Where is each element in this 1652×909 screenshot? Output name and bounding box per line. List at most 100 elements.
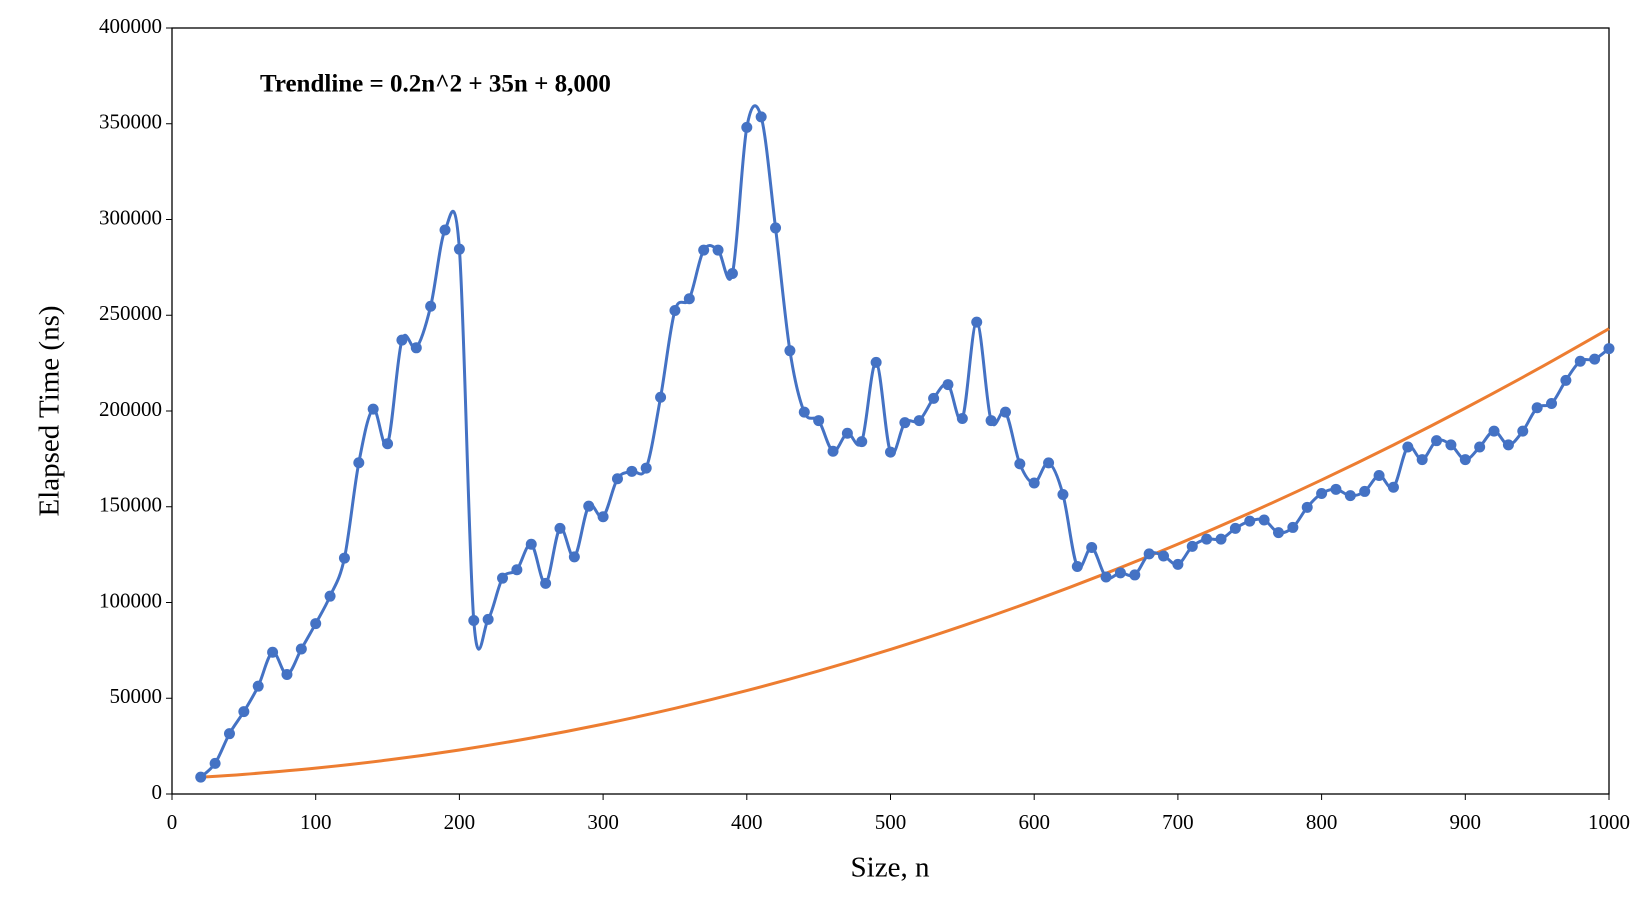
x-tick-label: 700 — [1162, 810, 1194, 834]
data-point — [827, 445, 839, 457]
y-axis-title: Elapsed Time (ns) — [34, 305, 66, 516]
data-point — [1445, 439, 1457, 451]
x-tick-label: 1000 — [1588, 810, 1630, 834]
y-tick-label: 100000 — [99, 588, 162, 612]
data-point — [784, 345, 796, 357]
data-point — [928, 392, 940, 404]
data-point — [1574, 355, 1586, 367]
data-point — [540, 577, 552, 589]
data-point — [1603, 343, 1615, 355]
data-point — [209, 757, 221, 769]
data-point — [1531, 402, 1543, 414]
x-axis-title: Size, n — [851, 852, 930, 884]
data-point — [741, 121, 753, 133]
data-point — [655, 391, 667, 403]
data-point — [999, 406, 1011, 418]
data-point — [295, 643, 307, 655]
data-point — [497, 572, 509, 584]
data-point — [511, 564, 523, 576]
data-point — [755, 111, 767, 123]
data-point — [813, 415, 825, 427]
data-point — [1416, 454, 1428, 466]
plot-frame — [171, 27, 1610, 795]
data-point — [1071, 560, 1083, 572]
data-point — [956, 412, 968, 424]
data-point — [899, 417, 911, 429]
data-point — [597, 511, 609, 523]
y-tick-label: 400000 — [99, 14, 162, 38]
data-point — [669, 304, 681, 316]
data-point — [1028, 477, 1040, 489]
y-tick-label: 200000 — [99, 397, 162, 421]
y-tick-label: 0 — [152, 780, 163, 804]
data-point — [1114, 567, 1126, 579]
data-point — [338, 552, 350, 564]
data-point — [985, 415, 997, 427]
data-point — [281, 669, 293, 681]
data-point — [1258, 514, 1270, 526]
data-point — [1402, 441, 1414, 453]
x-tick-label: 900 — [1450, 810, 1482, 834]
data-point — [611, 473, 623, 485]
data-point — [439, 224, 451, 236]
data-point — [410, 342, 422, 354]
data-point — [1474, 441, 1486, 453]
data-point — [568, 551, 580, 563]
data-point — [913, 415, 925, 427]
data-point — [583, 500, 595, 512]
data-point — [238, 706, 250, 718]
data-point — [1100, 571, 1112, 583]
data-point — [798, 406, 810, 418]
data-point — [367, 403, 379, 415]
data-point — [223, 728, 235, 740]
y-tick-label: 250000 — [99, 301, 162, 325]
data-point — [396, 334, 408, 346]
data-point — [1057, 488, 1069, 500]
data-point — [1244, 515, 1256, 527]
data-point — [252, 680, 264, 692]
x-tick-label: 300 — [587, 810, 619, 834]
data-point — [1560, 374, 1572, 386]
data-point — [1186, 540, 1198, 552]
data-point — [1344, 490, 1356, 502]
x-tick-label: 100 — [300, 810, 332, 834]
data-point — [353, 457, 365, 469]
x-tick-label: 400 — [731, 810, 763, 834]
data-point — [267, 646, 279, 658]
data-point — [1229, 522, 1241, 534]
y-tick-label: 300000 — [99, 205, 162, 229]
data-point — [626, 465, 638, 477]
data-point — [1143, 548, 1155, 560]
data-point — [382, 438, 394, 450]
y-tick-label: 50000 — [110, 684, 163, 708]
data-point — [1215, 533, 1227, 545]
x-tick-label: 200 — [444, 810, 476, 834]
data-point — [1502, 439, 1514, 451]
data-point — [1014, 458, 1026, 470]
data-point — [1359, 485, 1371, 497]
data-point — [525, 538, 537, 550]
data-point — [1316, 488, 1328, 500]
data-point — [1517, 425, 1529, 437]
data-point — [683, 293, 695, 305]
data-point — [640, 462, 652, 474]
data-point — [195, 771, 207, 783]
annotation: Trendline = 0.2n^2 + 35n + 8,000 — [260, 71, 611, 98]
x-tick-label: 600 — [1018, 810, 1050, 834]
data-point — [453, 243, 465, 255]
data-point — [1301, 501, 1313, 513]
data-point — [1546, 398, 1558, 410]
data-point — [1373, 470, 1385, 482]
data-point — [870, 356, 882, 368]
data-point — [1201, 533, 1213, 545]
data-point — [885, 446, 896, 458]
data-point — [856, 436, 868, 448]
data-point — [1287, 521, 1299, 533]
series-line — [200, 327, 1610, 779]
data-point — [425, 300, 437, 312]
x-tick-label: 500 — [875, 810, 907, 834]
data-point — [1431, 435, 1443, 447]
data-point — [324, 590, 336, 602]
data-point — [726, 268, 738, 280]
